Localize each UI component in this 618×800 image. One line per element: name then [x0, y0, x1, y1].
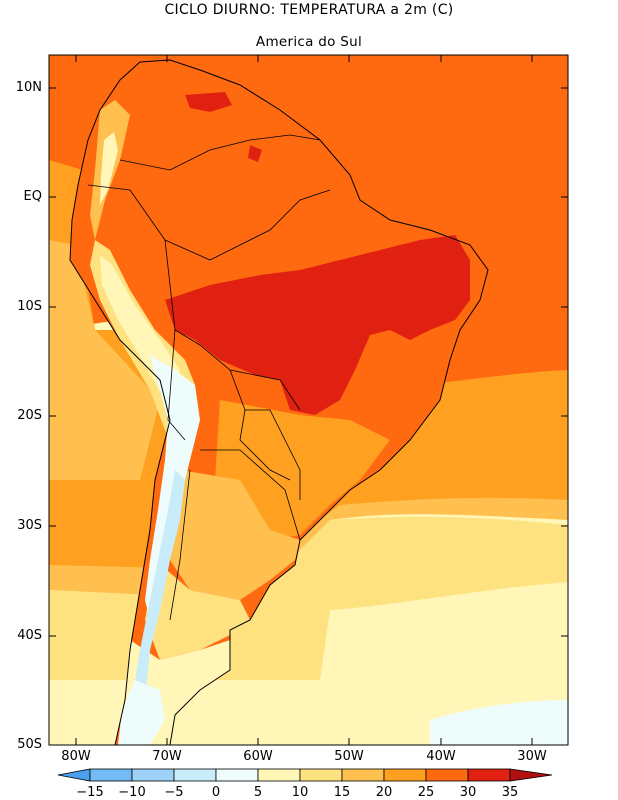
- continent-land: [70, 60, 488, 745]
- colorbar-level-label: 15: [333, 785, 351, 800]
- colorbar-swatch: [299, 768, 343, 782]
- colorbar-level-label: 10: [291, 785, 309, 800]
- map-subtitle: America do Sul: [255, 34, 363, 50]
- colorbar-level-label: 25: [417, 785, 435, 800]
- colorbar-swatch: [425, 768, 469, 782]
- ocean-west-15-20: [49, 240, 160, 480]
- hot-region-guiana: [248, 145, 262, 162]
- colorbar-arrow-high: [509, 768, 553, 782]
- colorbar-swatch: [215, 768, 259, 782]
- lon-label-80w: 80W: [61, 749, 91, 764]
- colorbar-swatch: [383, 768, 427, 782]
- coastline: [69, 59, 489, 745]
- andes-ridge-far-south: [118, 680, 165, 745]
- axis-ticks: [49, 55, 568, 745]
- hot-region-brazil: [165, 235, 470, 415]
- colorbar-swatch: [131, 768, 175, 782]
- map-frame: [48, 54, 569, 746]
- colorbar-level-label: −15: [76, 785, 104, 800]
- land-15-20-south: [170, 470, 300, 600]
- colorbar-level-label: 20: [375, 785, 393, 800]
- lon-label-30w: 30W: [517, 749, 547, 764]
- land-20-25-south: [215, 400, 390, 540]
- temperature-field: [49, 55, 568, 745]
- lat-label-20s: 20S: [17, 408, 42, 423]
- lat-label-10s: 10S: [17, 299, 42, 314]
- country-borders: [87, 134, 331, 621]
- ocean-southeast-0-5: [430, 700, 568, 745]
- colorbar-swatch: [89, 768, 133, 782]
- lon-label-70w: 70W: [152, 749, 182, 764]
- lat-label-30s: 30S: [17, 518, 42, 533]
- land-10-15-patagonia: [145, 560, 250, 660]
- colorbar: [57, 768, 553, 782]
- lat-label-50s: 50S: [17, 737, 42, 752]
- lon-label-40w: 40W: [426, 749, 456, 764]
- lon-label-50w: 50W: [334, 749, 364, 764]
- colorbar-level-label: 5: [253, 785, 263, 800]
- colorbar-level-label: −10: [118, 785, 146, 800]
- colorbar-swatch: [173, 768, 217, 782]
- colorbar-level-label: −5: [164, 785, 184, 800]
- lat-label-eq: EQ: [23, 189, 42, 204]
- colorbar-level-label: 0: [211, 785, 221, 800]
- colorbar-level-label: 30: [459, 785, 477, 800]
- lat-label-40s: 40S: [17, 628, 42, 643]
- hot-region-north: [185, 92, 232, 112]
- lat-label-10n: 10N: [15, 80, 42, 95]
- colorbar-level-label: 35: [501, 785, 519, 800]
- colorbar-swatch: [467, 768, 511, 782]
- colorbar-swatch: [341, 768, 385, 782]
- map-title: CICLO DIURNO: TEMPERATURA a 2m (C): [164, 2, 454, 18]
- andes-ridge-south-cold: [125, 470, 185, 745]
- colorbar-swatch: [257, 768, 301, 782]
- colorbar-arrow-low: [57, 768, 91, 782]
- lon-label-60w: 60W: [243, 749, 273, 764]
